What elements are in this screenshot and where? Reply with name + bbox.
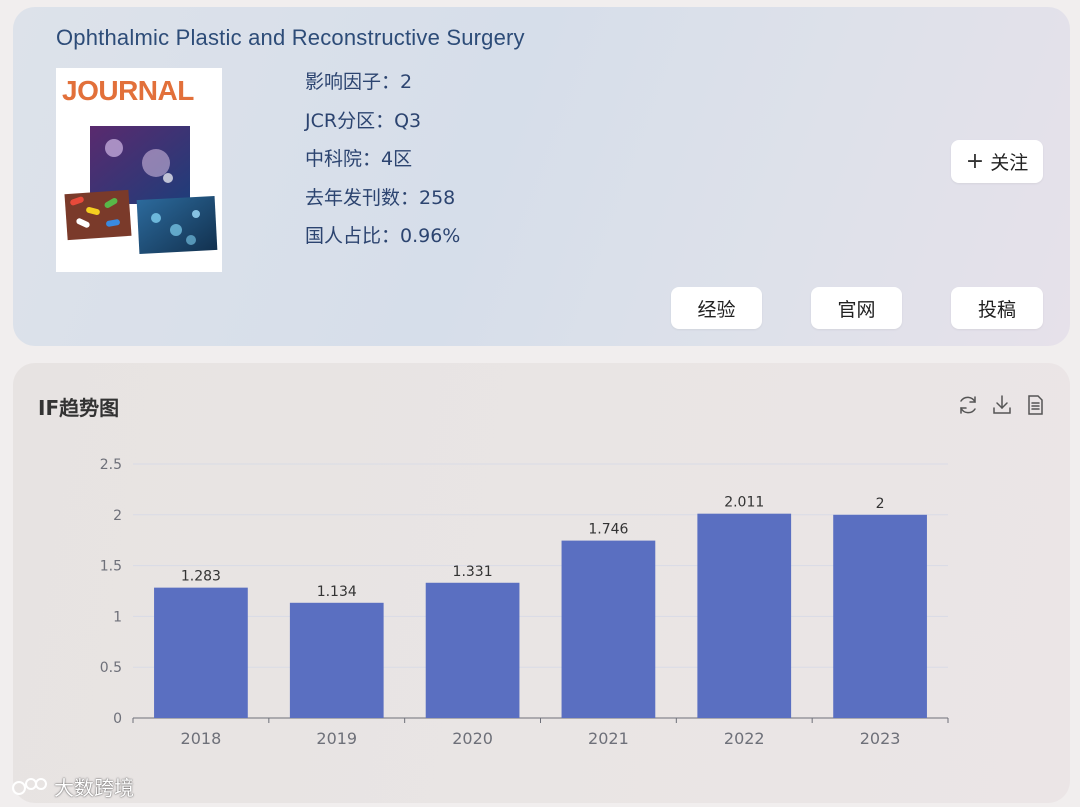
y-tick-label: 0.5	[100, 660, 122, 676]
data-label-2018: 1.283	[181, 569, 221, 585]
follow-button[interactable]: + 关注	[951, 140, 1043, 183]
bar-2018	[154, 587, 248, 718]
journal-title[interactable]: Ophthalmic Plastic and Reconstructive Su…	[56, 25, 525, 50]
bar-2021	[561, 540, 656, 718]
y-tick-label: 1.5	[100, 559, 122, 575]
follow-label: 关注	[990, 152, 1029, 174]
chinese-author-ratio-stat: 国人占比：0.96%	[305, 225, 461, 247]
watermark-logo-icon	[12, 777, 47, 795]
journal-cover-image: JOURNAL	[56, 68, 222, 272]
data-label-2020: 1.331	[453, 564, 493, 580]
document-icon[interactable]	[1023, 393, 1047, 417]
bar-2019	[289, 602, 384, 718]
experience-button[interactable]: 经验	[671, 287, 762, 329]
journal-stats: 影响因子：2 JCR分区：Q3 中科院：4区 去年发刊数：258 国人占比：0.…	[305, 69, 460, 262]
x-tick-label-2020: 2020	[452, 729, 493, 748]
impact-factor-stat: 影响因子：2	[305, 71, 413, 93]
y-tick-label: 1	[113, 609, 122, 625]
y-tick-label: 2.5	[100, 457, 122, 473]
plus-icon: +	[965, 149, 985, 174]
y-tick-label: 0	[113, 711, 122, 727]
bar-2022	[697, 513, 792, 718]
annual-publications-stat: 去年发刊数：258	[305, 186, 456, 209]
watermark: 大数跨境	[10, 772, 134, 801]
cas-zone-stat: 中科院：4区	[305, 148, 413, 170]
bar-2023	[833, 514, 927, 718]
data-label-2022: 2.011	[724, 495, 764, 511]
x-tick-label-2018: 2018	[181, 729, 222, 748]
submit-button[interactable]: 投稿	[951, 287, 1043, 329]
x-tick-label-2022: 2022	[724, 729, 765, 748]
data-label-2019: 1.134	[317, 584, 357, 600]
watermark-text: 大数跨境	[54, 776, 134, 800]
bar-2020	[425, 582, 520, 718]
cover-artwork	[64, 126, 218, 255]
refresh-icon[interactable]	[956, 393, 980, 417]
chart-title: IF趋势图	[38, 396, 120, 420]
y-tick-label: 2	[113, 508, 122, 524]
cover-title-text: JOURNAL	[62, 75, 194, 106]
x-tick-label-2023: 2023	[860, 729, 901, 748]
data-label-2023: 2	[876, 496, 885, 512]
download-icon[interactable]	[990, 393, 1014, 417]
data-label-2021: 1.746	[588, 522, 628, 538]
jcr-quartile-stat: JCR分区：Q3	[305, 109, 422, 132]
journal-card: Ophthalmic Plastic and Reconstructive Su…	[13, 7, 1070, 346]
x-tick-label-2019: 2019	[316, 729, 357, 748]
website-button[interactable]: 官网	[811, 287, 902, 329]
x-tick-label-2021: 2021	[588, 729, 629, 748]
